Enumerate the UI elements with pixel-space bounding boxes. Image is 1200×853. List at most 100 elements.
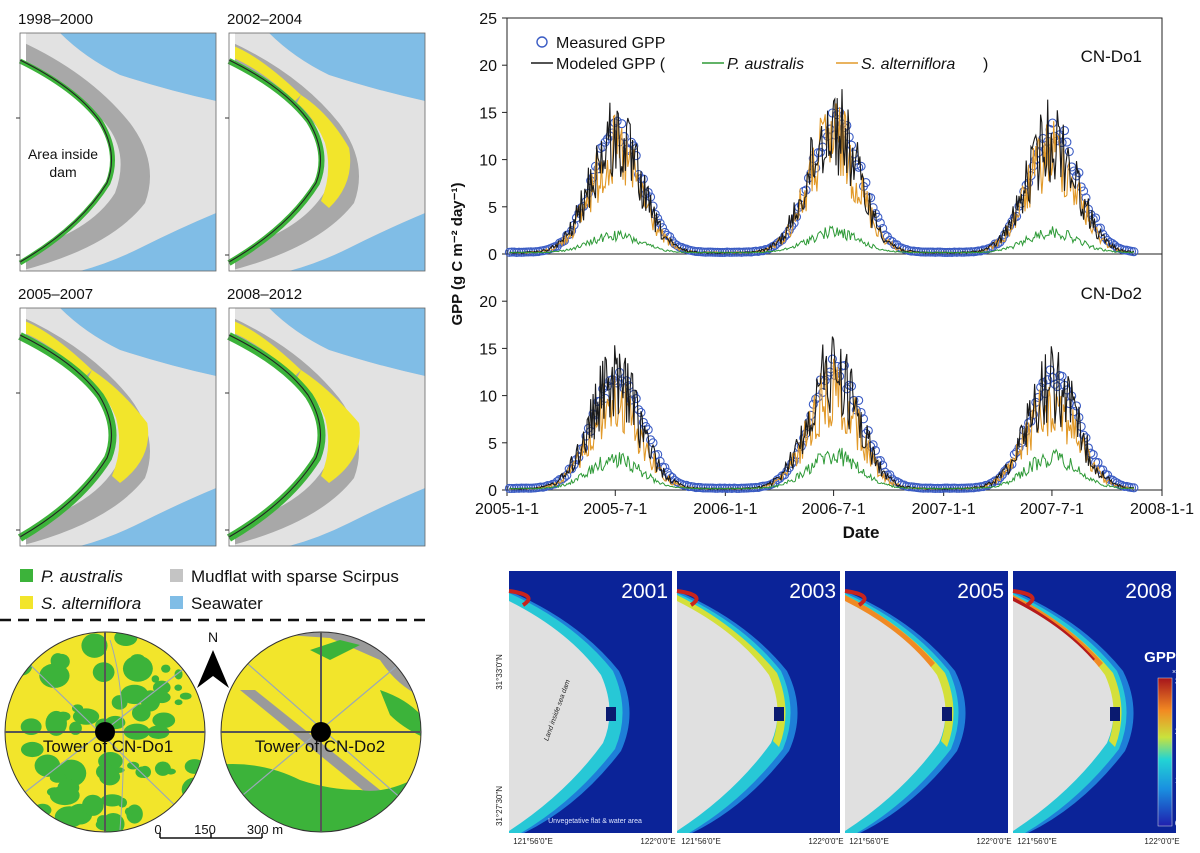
measured-gpp-marker (818, 142, 828, 152)
panel-label-cn-do2: CN-Do2 (1081, 284, 1142, 303)
tower-label-cn-do1: Tower of CN-Do1 (43, 737, 173, 756)
lon-tick-label: 121°56'0"E (849, 837, 889, 846)
y-tick-label: 15 (479, 105, 497, 122)
vegetation-map-panel: 2002–2004 (225, 11, 426, 272)
measured-gpp-marker (791, 212, 802, 222)
colorbar-tick-2: 2 (1175, 727, 1180, 736)
dam-area-label-line2: dam (49, 164, 76, 180)
lon-tick-label: 122°0'0"E (808, 837, 843, 846)
x-tick-label: 2006-1-1 (693, 501, 757, 518)
measured-gpp-marker (870, 445, 881, 456)
measured-gpp-marker (631, 394, 641, 404)
legend-marker-measured (536, 36, 548, 48)
scale-bar: 0 150 300 m (154, 822, 283, 839)
legend-label-p-australis-series: P. australis (727, 56, 804, 73)
tower-marker (95, 722, 115, 742)
measured-gpp-marker (598, 142, 608, 152)
measured-gpp-marker (1064, 146, 1074, 157)
legend-swatch-p-australis (20, 569, 33, 582)
lon-tick-label: 121°56'0"E (681, 837, 721, 846)
measured-gpp-marker (646, 435, 656, 445)
y-tick-label: 0 (488, 483, 497, 500)
dam-area-label-line1: Area inside (28, 146, 98, 162)
measured-gpp-marker (1057, 371, 1067, 381)
lon-tick-label: 122°0'0"E (976, 837, 1011, 846)
y-tick-label: 10 (479, 153, 497, 170)
vegetation-map-panel: 2008–2012 (225, 286, 426, 547)
vegetation-maps: 1998–2000 Area inside dam 2002–2004 2005–200… (16, 11, 426, 547)
colorbar-exponent: ×10⁴ (1172, 669, 1187, 676)
y-tick-label: 15 (479, 341, 497, 358)
lon-tick-label: 121°56'0"E (513, 837, 553, 846)
colorbar-tick-3: 3 (1175, 677, 1180, 686)
measured-gpp-marker (815, 147, 825, 157)
measured-gpp-marker (1103, 236, 1113, 246)
gpp-map-year-label: 2005 (957, 580, 1004, 603)
x-tick-label: 2007-1-1 (912, 501, 976, 518)
measured-gpp-marker (846, 140, 857, 150)
gpp-timeseries-chart: 0 5 10 15 20 25 0 5 10 15 20 2005-1-1 2005-7-1 2006-1… (449, 11, 1194, 542)
tower-footprint-cn-do1: Tower of CN-Do1 (4, 631, 206, 833)
lon-tick-label: 121°56'0"E (1017, 837, 1057, 846)
legend-close-paren: ) (983, 56, 988, 73)
measured-gpp-marker (638, 174, 648, 184)
legend-label-modeled: Modeled GPP ( (556, 56, 666, 73)
x-axis-label: Date (843, 523, 880, 542)
north-arrow: N (197, 629, 229, 688)
chart-legend: Measured GPP Modeled GPP ( P. australis … (531, 35, 988, 73)
gpp-map-year-label: 2001 (621, 580, 668, 603)
s-alterniflora-series (509, 103, 1134, 254)
x-tick-label: 2008-1-1 (1130, 501, 1194, 518)
tower-footprint-cn-do2: Tower of CN-Do2 (220, 631, 422, 833)
y-axis-label: GPP (g C m⁻² day⁻¹) (449, 182, 466, 325)
colorbar-tick-0: 0 (1175, 819, 1180, 828)
scale-label-150: 150 (194, 822, 216, 837)
gpp-map-panel: 2003 121°56'0"E 122°0'0"E (676, 571, 844, 846)
gpp-map-panel: 2008 121°56'0"E 122°0'0"E (1012, 571, 1180, 846)
colorbar-tick-1: 1 (1175, 776, 1180, 785)
measured-gpp-marker (820, 375, 830, 386)
vegetation-map-panel: 2005–2007 (16, 286, 217, 547)
y-tick-label: 20 (479, 294, 497, 311)
colorbar-gradient (1157, 677, 1173, 827)
measured-gpp-marker (827, 354, 837, 364)
panel-period-label: 1998–2000 (18, 11, 93, 28)
lat-tick-south: 31°27'30"N (495, 786, 504, 826)
p-australis-series (509, 225, 1135, 254)
legend-label-mudflat: Mudflat with sparse Scirpus (191, 567, 399, 586)
p-australis-series (509, 447, 1135, 490)
legend-label-p-australis: P. australis (41, 567, 123, 586)
measured-gpp-marker (602, 134, 613, 144)
unvegetated-flat-label: Unvegetative flat & water area (548, 818, 642, 825)
gpp-map-panel: 2005 121°56'0"E 122°0'0"E (844, 571, 1012, 846)
y-tick-label: 25 (479, 11, 497, 28)
measured-gpp-marker (813, 392, 823, 402)
measured-gpp-marker (1043, 375, 1053, 385)
legend-label-s-alterniflora: S. alterniflora (41, 594, 141, 613)
vegetation-legend: P. australis Mudflat with sparse Scirpus… (20, 567, 399, 613)
panel-period-label: 2002–2004 (227, 11, 302, 28)
y-tick-label: 10 (479, 389, 497, 406)
measured-gpp-marker (1081, 193, 1091, 203)
vegetation-map-panel: 1998–2000 Area inside dam (16, 11, 217, 272)
lon-tick-label: 122°0'0"E (640, 837, 675, 846)
chart-axes: 0 5 10 15 20 25 0 5 10 15 20 2005-1-1 2005-7-1 2006-1… (475, 11, 1194, 518)
legend-swatch-mudflat (170, 569, 183, 582)
measured-gpp-marker (1081, 433, 1091, 443)
modeled-gpp-series (509, 89, 1135, 254)
legend-label-measured: Measured GPP (556, 35, 665, 52)
plot-frame-cn-do2 (506, 253, 1163, 491)
measured-gpp-marker (904, 482, 914, 492)
measured-gpp-marker (992, 239, 1003, 249)
gpp-colorbar: GPP ×10⁴ 3 2 1 0 (1144, 649, 1187, 828)
measured-gpp-marker (1050, 379, 1060, 389)
y-tick-label: 5 (488, 200, 497, 217)
x-tick-label: 2005-1-1 (475, 501, 539, 518)
y-tick-label: 20 (479, 58, 497, 75)
panel-period-label: 2005–2007 (18, 286, 93, 303)
colorbar-title: GPP (1144, 649, 1176, 666)
scale-label-300: 300 m (247, 822, 283, 837)
lat-tick-north: 31°33'0"N (495, 654, 504, 690)
measured-gpp-marker (1062, 137, 1072, 147)
